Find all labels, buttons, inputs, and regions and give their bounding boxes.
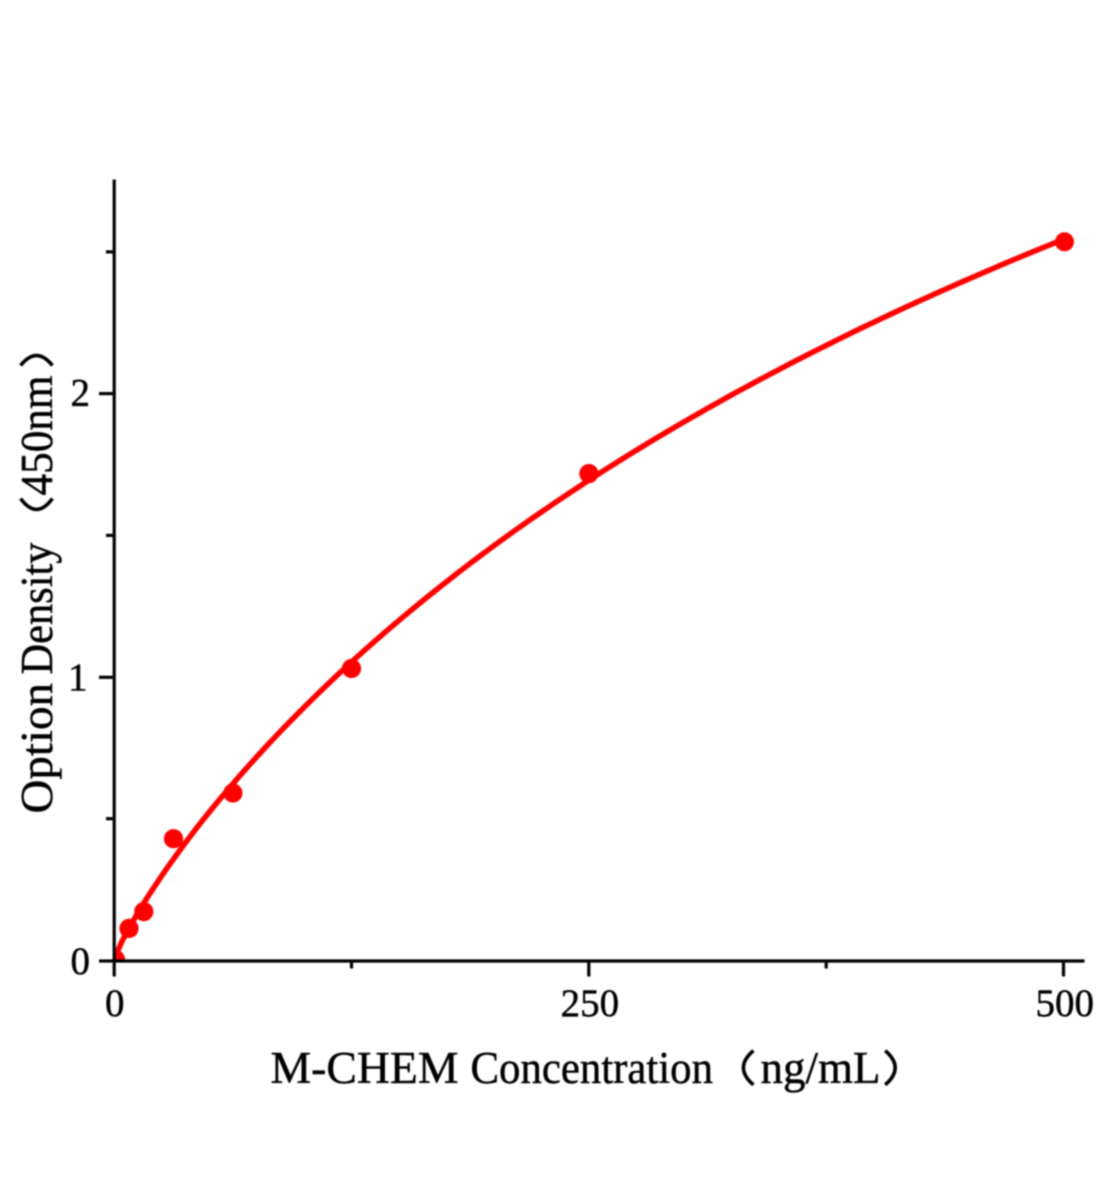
svg-text:ng/mL: ng/mL	[761, 1043, 881, 1093]
svg-text:250: 250	[561, 982, 620, 1025]
svg-text:Option: Option	[12, 683, 62, 814]
svg-text:0: 0	[105, 982, 125, 1025]
svg-text:0: 0	[71, 940, 91, 983]
svg-text:450nm: 450nm	[12, 376, 62, 496]
svg-text:2: 2	[71, 372, 91, 415]
svg-text:Density: Density	[12, 542, 62, 674]
svg-text:M-CHEM: M-CHEM	[271, 1043, 459, 1093]
svg-text:Concentration: Concentration	[471, 1043, 714, 1093]
svg-text:500: 500	[1036, 982, 1095, 1025]
svg-text:1: 1	[68, 656, 88, 699]
